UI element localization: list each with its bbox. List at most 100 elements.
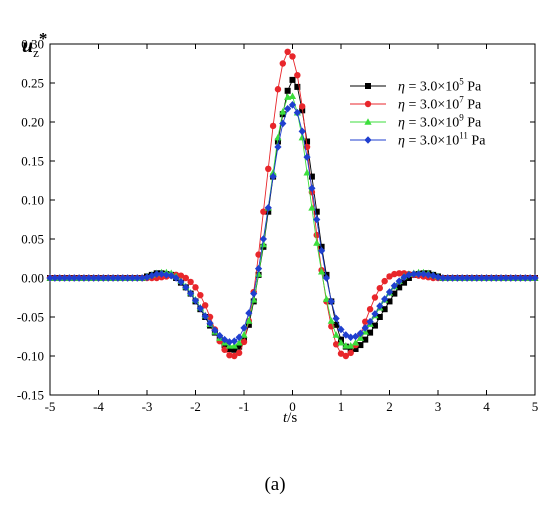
data-point <box>288 101 297 109</box>
data-point <box>56 274 64 282</box>
y-tick-label: 0.25 <box>21 76 44 91</box>
data-point <box>245 317 253 324</box>
data-point <box>177 272 185 279</box>
data-point <box>391 270 398 278</box>
data-point <box>235 333 243 342</box>
y-tick-label: 0.00 <box>21 271 44 286</box>
data-point <box>274 138 281 145</box>
data-point <box>376 302 384 310</box>
data-point <box>322 295 331 302</box>
data-point <box>303 153 311 161</box>
data-point <box>337 350 345 357</box>
y-axis-label: uz* <box>22 29 47 60</box>
data-point <box>245 309 253 317</box>
data-point <box>395 277 403 285</box>
data-point <box>419 270 428 278</box>
y-tick-label: 0.20 <box>21 115 44 130</box>
data-point <box>298 127 306 136</box>
data-point <box>439 274 447 282</box>
data-point <box>279 108 287 115</box>
data-point <box>303 168 311 176</box>
data-point <box>390 282 398 290</box>
x-tick-label: -1 <box>239 399 250 414</box>
y-tick-label: -0.05 <box>17 310 44 325</box>
data-point <box>259 235 267 243</box>
x-tick-label: -2 <box>190 399 201 414</box>
chart-svg: uz* t/s -0.15 -0.10 -0.05 0.00 0.05 0.10 0.15 0… <box>17 29 539 426</box>
data-point <box>269 168 277 176</box>
data-point <box>313 215 321 224</box>
data-point <box>351 332 360 341</box>
data-point <box>187 278 194 286</box>
data-point <box>172 274 180 282</box>
x-tick-label: 3 <box>435 399 442 414</box>
data-point <box>444 274 452 282</box>
data-point <box>299 103 306 110</box>
data-point <box>99 274 107 282</box>
data-point <box>293 108 301 117</box>
data-point <box>153 274 160 282</box>
data-point <box>75 274 83 282</box>
data-point <box>512 274 520 282</box>
data-point <box>308 184 316 193</box>
data-point <box>245 321 252 328</box>
data-point <box>216 331 224 340</box>
data-point <box>318 246 326 255</box>
data-point <box>85 274 93 282</box>
data-point <box>424 271 432 279</box>
data-point <box>187 289 195 298</box>
data-point <box>415 270 423 278</box>
data-point <box>371 310 379 318</box>
data-point <box>264 204 272 212</box>
data-point <box>482 274 491 282</box>
data-point <box>51 274 59 282</box>
data-point <box>463 274 471 282</box>
data-point <box>265 165 272 172</box>
data-point <box>191 296 200 305</box>
data-point <box>308 173 315 180</box>
data-point <box>396 284 403 291</box>
data-point <box>201 312 209 321</box>
data-point <box>231 352 238 360</box>
legend-label: η = 3.0×1011 Pa <box>398 131 486 149</box>
data-point <box>279 119 287 128</box>
y-axis-label-sup: * <box>39 29 48 48</box>
data-point <box>60 274 69 282</box>
x-tick-label: 4 <box>483 399 490 414</box>
y-tick-label: 0.10 <box>21 193 44 208</box>
data-point <box>357 342 364 349</box>
data-point <box>347 349 354 357</box>
data-point <box>221 335 229 344</box>
data-point <box>109 274 117 282</box>
data-point <box>119 274 127 282</box>
figure-caption: (a) <box>264 474 286 495</box>
data-point <box>396 270 403 277</box>
data-point <box>90 274 98 282</box>
legend-marker <box>364 118 372 125</box>
data-point <box>516 274 525 282</box>
legend: η = 3.0×105 Paη = 3.0×107 Paη = 3.0×109 … <box>350 77 486 149</box>
data-point <box>240 338 248 346</box>
data-point <box>434 273 442 282</box>
data-point <box>386 298 393 305</box>
data-point <box>478 274 486 282</box>
data-point <box>429 271 437 280</box>
data-point <box>259 240 267 248</box>
data-point <box>531 274 539 282</box>
data-point <box>225 338 234 346</box>
data-point <box>497 274 505 282</box>
data-point <box>65 274 73 282</box>
data-point <box>70 274 78 282</box>
data-point <box>376 314 383 320</box>
data-point <box>114 274 122 282</box>
data-point <box>381 277 388 285</box>
data-point <box>304 138 311 145</box>
data-point <box>162 271 170 279</box>
data-point <box>492 274 500 282</box>
y-tick-label: 0.30 <box>21 37 44 52</box>
data-point <box>284 87 291 94</box>
x-tick-label: -5 <box>45 399 56 414</box>
data-point <box>284 48 291 55</box>
data-point <box>448 274 457 282</box>
